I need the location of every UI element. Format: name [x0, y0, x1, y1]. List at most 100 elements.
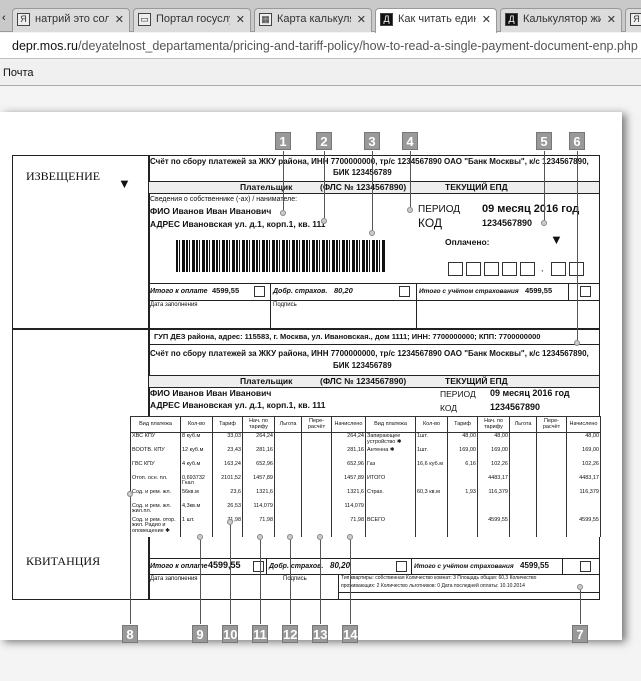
current-epd: ТЕКУЩИЙ ЕПД — [445, 376, 508, 386]
checkbox[interactable] — [580, 286, 591, 297]
table-cell — [509, 474, 537, 489]
callout-marker: 2 — [316, 132, 332, 150]
total-insurance-value: 4599,55 — [520, 561, 549, 570]
table-cell — [274, 432, 302, 447]
callout-line — [580, 590, 581, 624]
table-cell: 1шт. — [415, 446, 448, 461]
total-insurance-label: Итого с учётом страхования — [414, 563, 514, 570]
callout-line — [577, 151, 578, 340]
paid-label: Оплачено: — [445, 237, 490, 247]
table-cell: 26,53 — [212, 502, 243, 517]
table-cell: 116,379 — [477, 488, 510, 503]
total-insurance-label: Итого с учётом страхования — [419, 288, 519, 295]
tab-6[interactable]: Я — [625, 8, 641, 32]
table-cell — [274, 460, 302, 475]
column-header: Тариф — [447, 416, 478, 433]
period-label: ПЕРИОД — [418, 204, 461, 215]
tab-scroll-left[interactable]: ‹ — [2, 12, 6, 24]
close-icon[interactable]: ✕ — [606, 14, 616, 26]
callout-marker: 6 — [569, 132, 585, 150]
table-cell — [536, 488, 567, 503]
callout-dot — [257, 534, 263, 540]
column-header: Кол-во — [180, 416, 213, 433]
close-icon[interactable]: ✕ — [481, 14, 491, 26]
table-row: ВООТВ. КПУ 12 куб.м 23,43 281,16 281,16 Антен… — [130, 446, 601, 461]
callout-line — [290, 540, 291, 624]
table-cell — [536, 460, 567, 475]
checkbox[interactable] — [253, 561, 264, 572]
table-cell: 48,00 — [477, 432, 510, 447]
table-row: ХВС КПУ 8 куб.м 33,03 264,24 264,24 Запирающе… — [130, 432, 601, 447]
column-header: Льгота — [509, 416, 537, 433]
callout-line — [130, 497, 131, 624]
address-bar[interactable]: depr.mos.ru/deyatelnost_departamenta/pri… — [0, 33, 641, 59]
table-cell: 33,03 — [212, 432, 243, 447]
tab-5[interactable]: Д Калькулятор жили ✕ — [500, 8, 622, 32]
callout-dot — [287, 534, 293, 540]
table-cell: 116,379 — [566, 488, 601, 503]
table-cell: 652,96 — [331, 460, 366, 475]
table-cell: Страх. — [365, 488, 416, 503]
checkbox[interactable] — [580, 561, 591, 572]
callout-dot — [574, 340, 580, 346]
callout-marker: 9 — [192, 625, 208, 643]
callout-dot — [369, 230, 375, 236]
column-header: Кол-во — [415, 416, 448, 433]
callout-line — [324, 151, 325, 218]
callout-dot — [227, 519, 233, 525]
gosuslugi-icon: ▭ — [138, 13, 151, 26]
owner-info-label: Сведения о собственнике (-ах) / нанимате… — [150, 196, 298, 203]
table-cell: 0,693732 Гкал — [180, 474, 213, 489]
table-row: Сод. и рем. жл. 56кв.м 23,6 1321,6 1321,6 Стр… — [130, 488, 601, 503]
org-line: ГУП ДЕЗ района, адрес: 115583, г. Москва… — [154, 332, 541, 341]
table-cell: ИТОГО — [365, 474, 416, 489]
table-cell — [415, 516, 448, 537]
table-cell: 48,00 — [447, 432, 478, 447]
column-header: Вид платежа — [130, 416, 181, 433]
close-icon[interactable]: ✕ — [114, 14, 124, 26]
apartment-info: проживающих: 2 Количество льготников: 0 … — [341, 583, 525, 589]
table-cell: 16,6 куб.м — [415, 460, 448, 475]
tab-4-active[interactable]: Д Как читать единый ✕ — [375, 8, 497, 33]
column-header: Пере-расчёт — [536, 416, 567, 433]
table-cell — [415, 502, 448, 517]
table-cell: 1321,6 — [331, 488, 366, 503]
table-cell — [477, 502, 510, 517]
column-header: Нач. по тарифу — [477, 416, 510, 433]
column-header: Вид платежа — [365, 416, 416, 433]
checkbox[interactable] — [396, 561, 407, 572]
tab-2[interactable]: ▭ Портал госуслуг М ✕ — [133, 8, 251, 32]
code-label: КОД — [418, 216, 443, 230]
table-cell: Антенна ✱ — [365, 446, 416, 461]
charges-table: Вид платежа Кол-во Тариф Нач. по тарифу Льго… — [130, 416, 601, 537]
receipt-label: КВИТАНЦИЯ — [26, 554, 101, 568]
table-cell — [536, 446, 567, 461]
callout-dot — [280, 210, 286, 216]
notice-label: ИЗВЕЩЕНИЕ — [26, 169, 101, 183]
table-cell — [509, 460, 537, 475]
code-value: 1234567890 — [490, 402, 541, 412]
fill-date-label: Дата заполнения — [150, 576, 198, 582]
total-label: Итого к оплате — [150, 288, 208, 295]
table-cell — [301, 446, 332, 461]
close-icon[interactable]: ✕ — [356, 14, 366, 26]
tab-3[interactable]: ▦ Карта калькулятор ✕ — [254, 8, 372, 32]
callout-line — [372, 151, 373, 230]
table-cell: 8 куб.м — [180, 432, 213, 447]
checkbox[interactable] — [399, 286, 410, 297]
close-icon[interactable]: ✕ — [235, 14, 245, 26]
column-header: Тариф — [212, 416, 243, 433]
table-cell: 652,96 — [242, 460, 275, 475]
bookmark-pochta[interactable]: Почта — [3, 67, 34, 79]
table-cell: 56кв.м — [180, 488, 213, 503]
table-cell — [301, 502, 332, 517]
table-cell: 281,16 — [242, 446, 275, 461]
table-cell: Газ — [365, 460, 416, 475]
table-cell: 60,3 кв.м — [415, 488, 448, 503]
table-cell: 48,00 — [566, 432, 601, 447]
checkbox[interactable] — [254, 286, 265, 297]
table-cell: ВСЕГО — [365, 516, 416, 537]
table-cell: Сод. и рем. отор. жил. Радио и оповещени… — [130, 516, 181, 537]
